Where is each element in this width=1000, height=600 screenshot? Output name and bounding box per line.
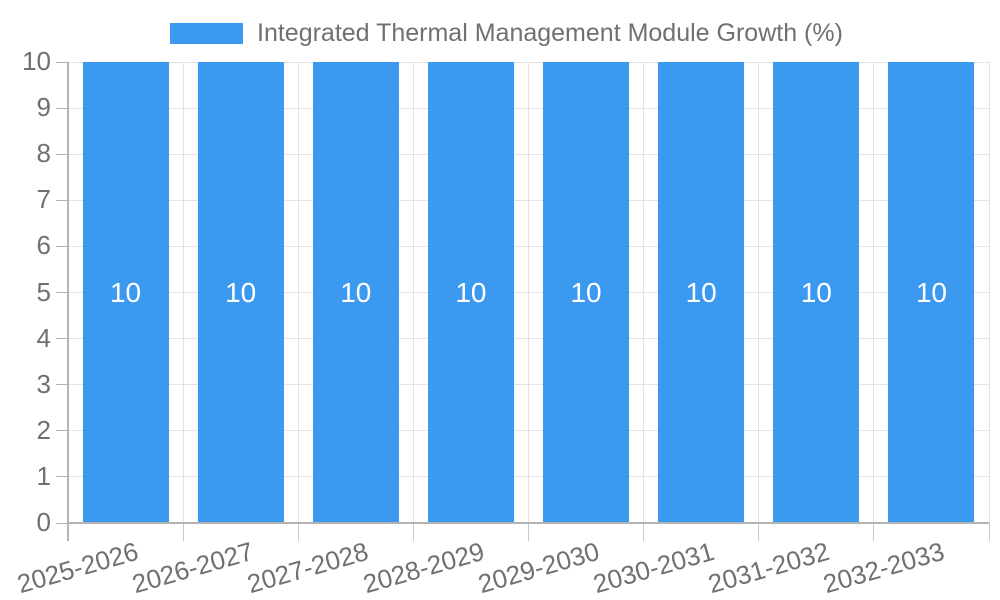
x-axis-label: 2031-2032 [704, 536, 833, 600]
bar[interactable] [543, 62, 630, 523]
bar[interactable] [197, 62, 284, 523]
y-tick-mark [56, 292, 68, 293]
x-gridline [873, 62, 875, 523]
y-axis-line [67, 62, 69, 541]
x-axis-label: 2032-2033 [819, 536, 948, 600]
x-axis-label: 2028-2029 [359, 536, 488, 600]
bar-value-label: 10 [915, 276, 948, 308]
y-tick-mark [56, 199, 68, 201]
y-tick-mark [56, 338, 68, 340]
bar-value-label: 10 [685, 276, 717, 308]
y-tick-mark [56, 522, 68, 524]
x-tick-mark [297, 523, 299, 541]
x-axis-label: 2030-2031 [589, 536, 718, 600]
x-axis-label: 2029-2030 [474, 536, 603, 600]
y-axis-tick-label: 2 [36, 414, 51, 445]
x-gridline [758, 62, 760, 523]
bar[interactable] [888, 62, 975, 523]
bar-value-label: 10 [570, 276, 602, 308]
bar[interactable] [312, 62, 399, 523]
x-tick-mark [873, 523, 875, 541]
x-axis-label: 2025-2026 [14, 536, 142, 600]
bar[interactable] [658, 62, 745, 523]
x-tick-mark [988, 523, 990, 541]
plot-area: 0 1 2 3 4 5 6 7 8 9 10 10 10 10 10 10 10 10 10 2025-2026 202… [14, 46, 990, 599]
x-gridline [528, 62, 529, 523]
bar-value-label: 10 [455, 276, 487, 308]
y-tick-mark [56, 476, 68, 478]
y-axis-tick-label: 7 [36, 184, 51, 215]
x-gridline [988, 62, 990, 523]
y-tick-mark [56, 107, 68, 109]
y-axis-tick-label: 5 [36, 276, 51, 307]
y-axis-tick-label: 9 [36, 91, 51, 122]
y-tick-mark [56, 153, 68, 155]
bar[interactable] [427, 62, 514, 523]
x-axis-label: 2026-2027 [129, 536, 257, 600]
legend-label: Integrated Thermal Management Module Gro… [257, 19, 843, 47]
x-gridline [297, 62, 299, 523]
x-tick-mark [758, 523, 760, 541]
y-axis-tick-label: 0 [36, 506, 51, 537]
y-axis-tick-label: 4 [36, 322, 51, 353]
bar-value-label: 10 [340, 276, 372, 308]
y-tick-mark [56, 384, 68, 386]
x-gridline [412, 62, 414, 523]
y-axis-tick-label: 10 [22, 45, 51, 76]
y-tick-mark [56, 430, 68, 432]
x-tick-mark [412, 523, 414, 541]
x-axis-line [68, 522, 989, 524]
y-tick-mark [56, 245, 68, 247]
legend-swatch [170, 23, 243, 44]
bar-value-label: 10 [800, 276, 832, 308]
y-axis-tick-label: 8 [36, 138, 51, 169]
x-tick-mark [528, 523, 529, 541]
bar[interactable] [773, 62, 860, 523]
y-tick-mark [56, 61, 68, 63]
bar[interactable] [82, 62, 169, 523]
x-tick-mark [182, 523, 184, 541]
legend[interactable]: Integrated Thermal Management Module Gro… [170, 19, 843, 48]
x-tick-mark [643, 523, 645, 541]
y-axis-tick-label: 3 [36, 368, 51, 399]
y-axis-tick-label: 1 [36, 460, 51, 491]
bar-value-label: 10 [225, 276, 257, 308]
bar-value-label: 10 [109, 276, 142, 308]
x-gridline [643, 62, 645, 523]
y-axis-tick-label: 6 [36, 230, 51, 261]
x-axis-label: 2027-2028 [244, 536, 373, 600]
x-gridline [182, 62, 184, 523]
